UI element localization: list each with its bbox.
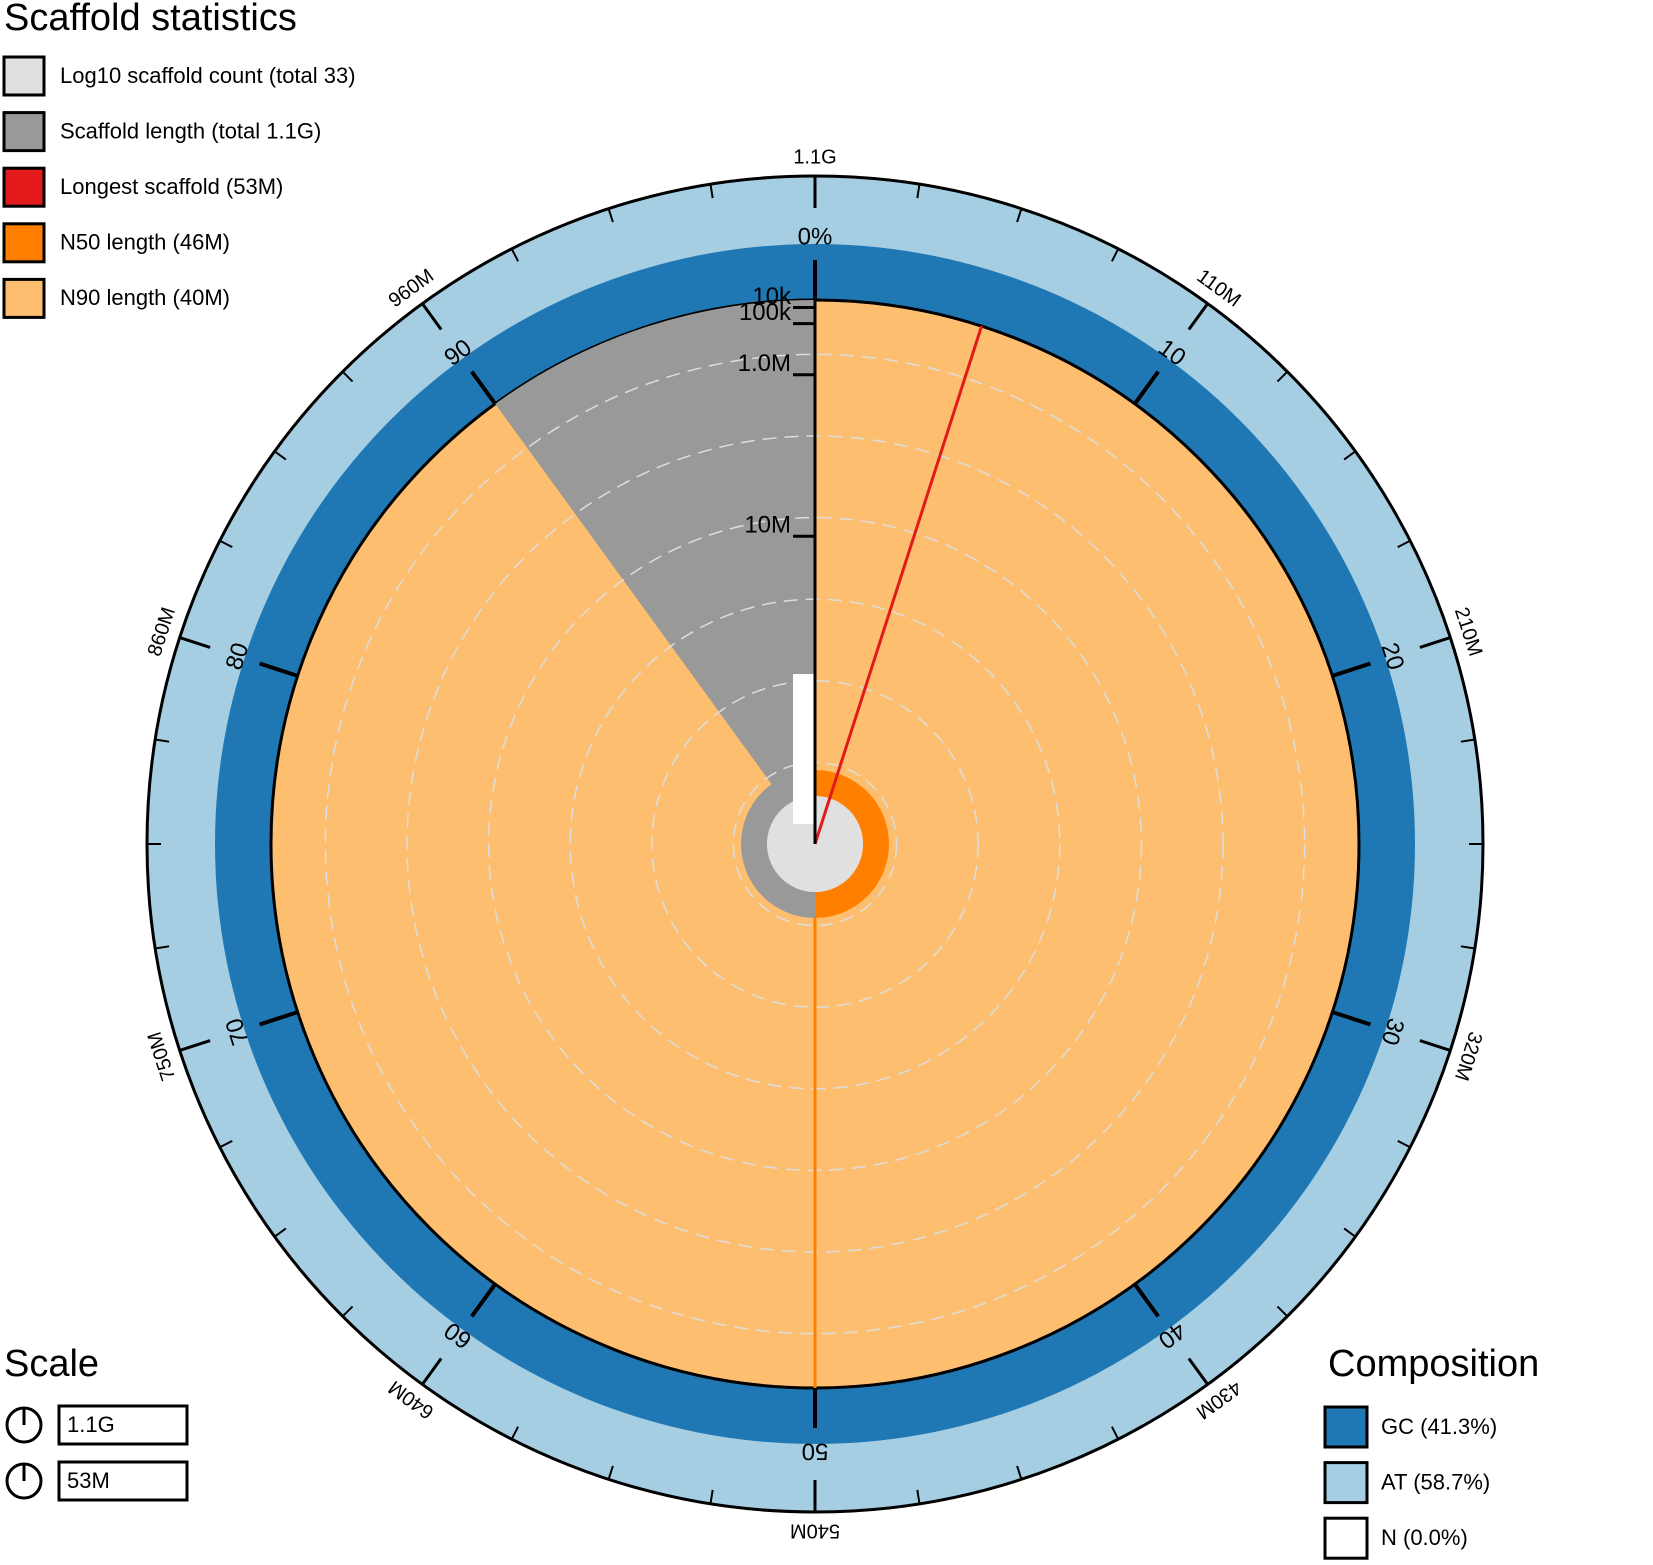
minor-tick	[510, 1426, 519, 1440]
legend-label: N50 length (46M)	[60, 230, 230, 255]
minor-tick	[1343, 450, 1357, 461]
radial-tick-label: 10k	[752, 283, 792, 310]
scale-label: 53M	[67, 1468, 110, 1493]
minor-tick	[607, 208, 614, 223]
composition-swatch	[1323, 1405, 1369, 1449]
length-tick	[421, 1357, 443, 1386]
length-tick-label: 1.1G	[793, 146, 836, 168]
legend-swatch	[2, 166, 46, 208]
composition-title: Composition	[1328, 1343, 1539, 1385]
radial-tick-label: 1.0M	[738, 350, 791, 377]
minor-tick	[1276, 1305, 1289, 1318]
minor-tick	[916, 1489, 921, 1504]
minor-tick	[709, 1489, 714, 1504]
longest-scaffold	[813, 325, 984, 845]
minor-tick	[341, 1305, 354, 1318]
length-tick	[1419, 636, 1451, 649]
scale-box	[57, 1460, 189, 1502]
legend-label: Log10 scaffold count (total 33)	[60, 63, 356, 88]
minor-tick	[607, 1465, 614, 1480]
dashed-circle	[651, 680, 979, 1008]
minor-tick	[1111, 248, 1120, 262]
percent-tick-label: 50	[802, 1438, 829, 1465]
composition-label: GC (41.3%)	[1381, 1414, 1497, 1439]
length-tick	[1187, 302, 1209, 331]
minor-tick	[1397, 1140, 1411, 1149]
minor-tick	[341, 370, 354, 383]
minor-tick	[1016, 1465, 1023, 1480]
minor-tick	[1276, 370, 1289, 383]
scale-box	[57, 1404, 189, 1446]
percent-tick	[1331, 661, 1372, 678]
length-tick	[179, 1039, 211, 1052]
percent-tick	[1331, 1010, 1372, 1027]
radial-tick-label: 10M	[744, 512, 791, 539]
length-tick-label: 540M	[790, 1520, 840, 1542]
minor-tick	[219, 539, 233, 548]
composition-label: AT (58.7%)	[1381, 1469, 1490, 1494]
scale-icon	[5, 1406, 43, 1500]
n50-ring	[815, 770, 889, 918]
legend-swatch	[2, 111, 46, 153]
percent-tick	[258, 1010, 299, 1027]
minor-tick	[1343, 1227, 1357, 1238]
legend-title: Scaffold statistics	[4, 0, 297, 39]
minor-tick	[1460, 945, 1475, 950]
percent-tick-label: 0%	[798, 223, 833, 250]
percent-tick	[470, 1282, 497, 1318]
minor-tick	[709, 184, 714, 199]
minor-tick	[155, 945, 170, 950]
scale-title: Scale	[4, 1343, 99, 1385]
composition-label: N (0.0%)	[1381, 1525, 1468, 1550]
percent-tick	[1133, 370, 1160, 406]
dashed-circle	[324, 353, 1306, 1335]
minor-tick	[273, 1227, 287, 1238]
plot-area: 0%102030405060708090110M210M320M430M540M…	[144, 146, 1487, 1541]
minor-tick	[219, 1140, 233, 1149]
minor-tick	[273, 450, 287, 461]
legend-swatch	[2, 222, 46, 264]
legend-label: Longest scaffold (53M)	[60, 174, 283, 199]
legend-swatch	[2, 55, 46, 97]
legend-label: N90 length (40M)	[60, 285, 230, 310]
minor-tick	[1016, 208, 1023, 223]
minor-tick	[1111, 1426, 1120, 1440]
scale-label: 1.1G	[67, 1412, 115, 1437]
count-bar	[793, 674, 815, 824]
radial-tick-label: 100k	[739, 299, 792, 326]
minor-tick	[155, 738, 170, 743]
minor-tick	[510, 248, 519, 262]
length-tick	[1419, 1039, 1451, 1052]
length-tick	[421, 302, 443, 331]
length-tick	[1187, 1357, 1209, 1386]
percent-tick	[258, 661, 299, 678]
composition-swatch	[1323, 1461, 1369, 1505]
legend-label: Scaffold length (total 1.1G)	[60, 118, 321, 143]
scaffold-length-area	[495, 300, 815, 844]
percent-tick	[1133, 1282, 1160, 1318]
legend-swatch	[2, 277, 46, 319]
length-tick	[179, 636, 211, 649]
minor-tick	[1397, 539, 1411, 548]
length-ring	[741, 770, 815, 918]
composition-swatch	[1323, 1516, 1369, 1560]
minor-tick	[916, 184, 921, 199]
minor-tick	[1460, 738, 1475, 743]
percent-tick	[470, 370, 497, 406]
